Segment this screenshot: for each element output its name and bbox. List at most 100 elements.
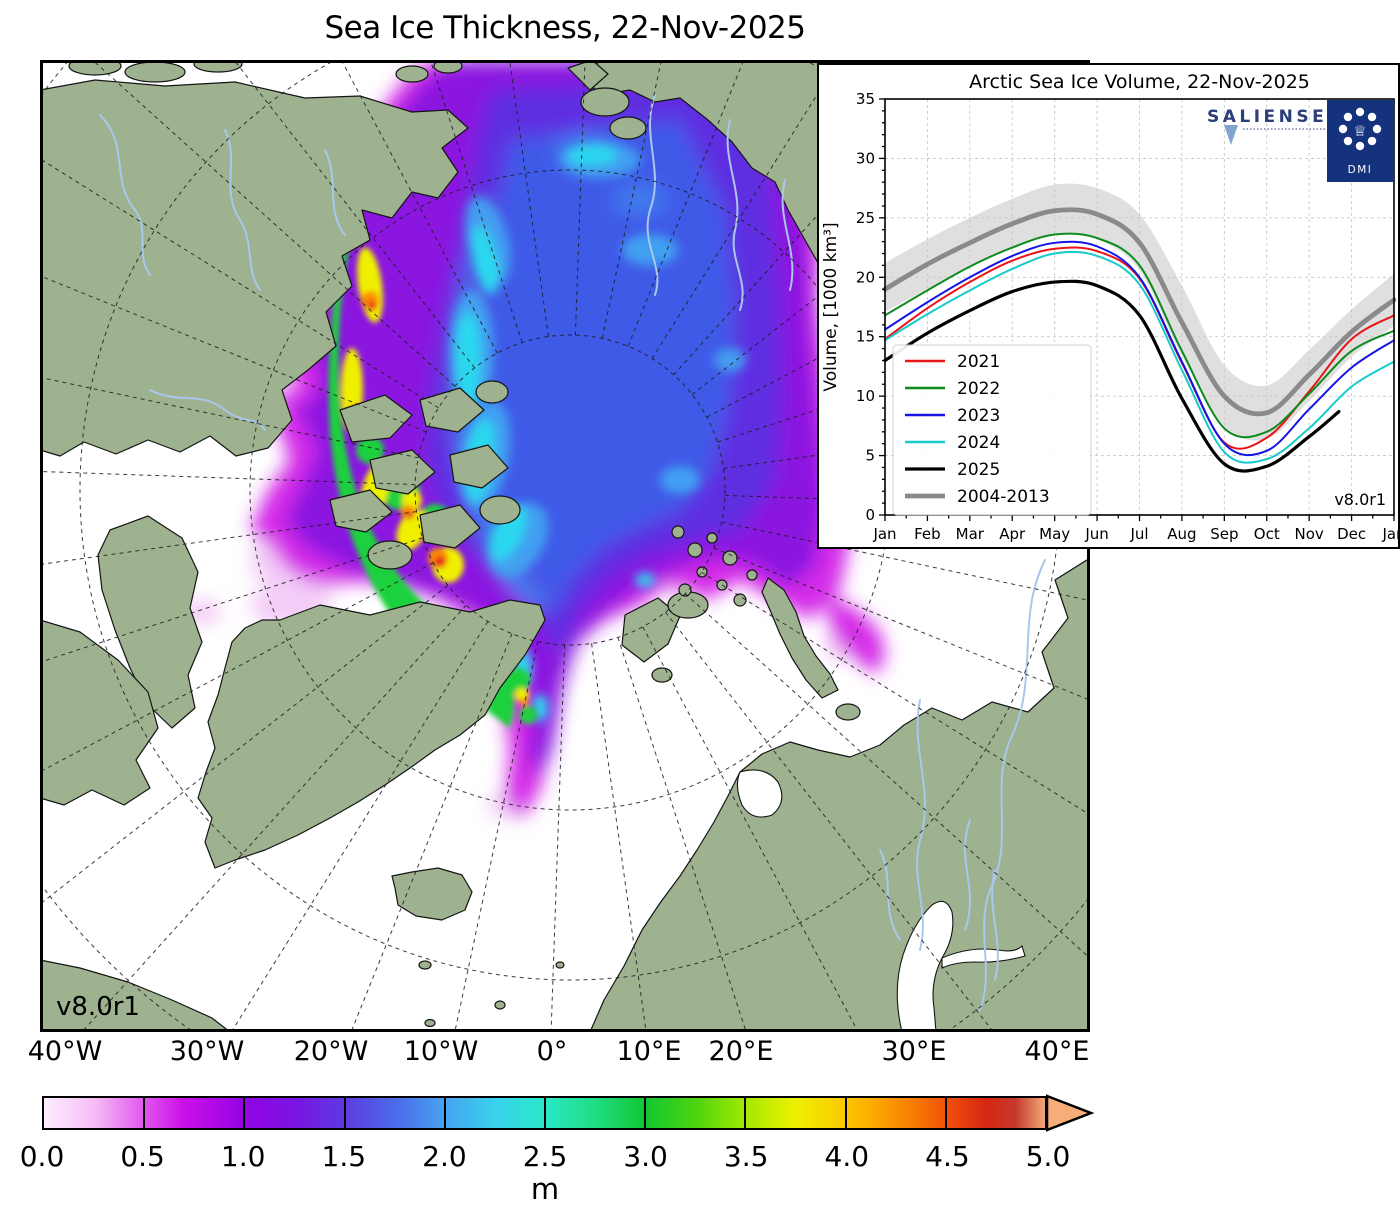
- colorbar-tick: [744, 1098, 747, 1128]
- band-2004-2013: [885, 183, 1394, 441]
- inland-seas: [736, 769, 1026, 1033]
- colorbar-tick-label: 3.0: [623, 1140, 668, 1173]
- white-sea: [736, 769, 783, 818]
- x-tick-label: Dec: [1337, 525, 1366, 543]
- colorbar-tick-label: 4.0: [824, 1140, 870, 1173]
- land-baffin-island: [97, 515, 203, 729]
- land-svalbard: [621, 591, 709, 683]
- chart-title: Arctic Sea Ice Volume, 22-Nov-2025: [969, 71, 1310, 93]
- dmi-crown-icon: ♕: [1353, 122, 1366, 140]
- baltic-gulf-of-bothnia: [896, 900, 954, 1033]
- colorbar-tick: [443, 1098, 446, 1128]
- colorbar-tick: [544, 1098, 546, 1128]
- x-tick-label: Apr: [999, 525, 1026, 543]
- colorbar-tick-label: 0.5: [120, 1140, 165, 1173]
- meridian-line: [81, 604, 467, 1032]
- salienseas-iceberg-icon: [1224, 125, 1238, 145]
- land-severnaya-zemlya: [567, 60, 647, 140]
- colorbar-tick-label: 0.0: [19, 1140, 65, 1173]
- thickness-colorbar: [42, 1096, 1048, 1130]
- longitude-label: 40°W: [27, 1036, 103, 1067]
- y-tick-label: 35: [856, 90, 875, 108]
- colorbar-tick: [844, 1098, 847, 1128]
- x-tick-label: Jan: [872, 525, 896, 543]
- longitude-label: 40°E: [1024, 1036, 1090, 1067]
- x-tick-label: Sep: [1210, 525, 1238, 543]
- x-tick-label: Aug: [1167, 525, 1196, 543]
- colorbar-tick: [243, 1098, 246, 1128]
- x-tick-label: Nov: [1295, 525, 1324, 543]
- y-tick-label: 25: [856, 209, 875, 227]
- salienseas-text: SALIENSEAS: [1207, 107, 1360, 127]
- dmi-logo-dot: [1367, 112, 1377, 122]
- rivers: [99, 94, 1046, 1011]
- y-tick-label: 20: [856, 268, 875, 286]
- series-line-2025: [883, 279, 1341, 473]
- legend-label-2025: 2025: [957, 460, 1000, 480]
- dmi-logo-dot: [1338, 124, 1348, 134]
- land-european-russia-scandinavia: [589, 557, 1090, 1032]
- legend-label-2021: 2021: [957, 352, 1000, 372]
- colorbar-arrow: [1046, 1094, 1095, 1132]
- longitude-label: 0°: [536, 1036, 568, 1067]
- colorbar-tick-label: 2.0: [422, 1140, 467, 1173]
- colorbar-tick: [343, 1098, 346, 1128]
- colorbar-tick-label: 3.5: [723, 1140, 769, 1173]
- map-version-label: v8.0r1: [56, 992, 140, 1022]
- chart-legend: 2021 2022 2023 2024 2025 2004-2013: [892, 344, 1092, 516]
- dmi-logo-dot: [1343, 136, 1353, 146]
- land-novaya-zemlya: [761, 577, 861, 721]
- dmi-logo-dot: [1372, 124, 1382, 134]
- longitude-label: 20°E: [708, 1036, 774, 1067]
- legend-label-2024: 2024: [957, 433, 1000, 453]
- x-tick-label: Jan: [1381, 525, 1398, 543]
- colorbar-tick: [143, 1098, 146, 1128]
- longitude-label: 10°W: [403, 1036, 479, 1067]
- colorbar-tick-label: 5.0: [1025, 1140, 1071, 1173]
- land-canada-mainland: [40, 79, 469, 457]
- series-line-2023: [884, 240, 1395, 457]
- x-tick-label: Mar: [956, 525, 985, 543]
- longitude-label: 20°W: [293, 1036, 369, 1067]
- x-tick-label: Oct: [1254, 525, 1280, 543]
- longitude-label: 30°E: [881, 1036, 947, 1067]
- salienseas-logo: SALIENSEAS: [1207, 107, 1371, 145]
- colorbar-tick-label: 4.5: [925, 1140, 970, 1173]
- colorbar-tick: [644, 1098, 647, 1128]
- colorbar-tick: [944, 1098, 947, 1128]
- y-tick-label: 15: [856, 328, 875, 346]
- dmi-logo-dot: [1355, 107, 1365, 117]
- chart-version-label: v8.0r1: [1334, 490, 1386, 509]
- dmi-logo-dot: [1355, 141, 1365, 151]
- land-greenland: [197, 599, 546, 869]
- dmi-text: DMI: [1348, 164, 1373, 176]
- y-tick-label: 30: [856, 149, 875, 167]
- land-labrador-corner: [40, 959, 231, 1032]
- y-tick-label: 0: [865, 506, 875, 524]
- series-line-2024: [884, 250, 1395, 464]
- x-tick-label: Jun: [1084, 525, 1108, 543]
- legend-label-2022: 2022: [957, 379, 1000, 399]
- colorbar-tick-label: 1.0: [220, 1140, 266, 1173]
- latitude-circle: [414, 334, 726, 646]
- series-line-2004-2013: [882, 207, 1397, 417]
- chart-svg: JanFebMarAprMayJunJulAugSepOctNovDecJan0…: [821, 71, 1400, 543]
- chart-ticks: [879, 98, 1395, 521]
- chart-y-axis-label: Volume, [1000 km³]: [821, 222, 841, 391]
- chart-tick-labels: JanFebMarAprMayJunJulAugSepOctNovDecJan0…: [856, 90, 1400, 543]
- longitude-label: 30°W: [169, 1036, 245, 1067]
- x-tick-label: Jul: [1129, 525, 1148, 543]
- land-quebec-labrador: [40, 619, 159, 806]
- y-tick-label: 10: [856, 387, 875, 405]
- colorbar-tick-label: 2.5: [522, 1140, 568, 1173]
- sea-ice-volume-chart: JanFebMarAprMayJunJulAugSepOctNovDecJan0…: [817, 63, 1400, 549]
- colorbar-tick-label: 1.5: [321, 1140, 367, 1173]
- y-tick-label: 5: [865, 447, 875, 465]
- x-tick-label: Feb: [914, 525, 941, 543]
- legend-label-2023: 2023: [957, 406, 1000, 426]
- page-title: Sea Ice Thickness, 22-Nov-2025: [324, 10, 806, 46]
- longitude-label: 10°E: [616, 1036, 682, 1067]
- dmi-logo-dot: [1367, 136, 1377, 146]
- x-tick-label: May: [1039, 525, 1070, 543]
- colorbar-unit-label: m: [530, 1172, 560, 1206]
